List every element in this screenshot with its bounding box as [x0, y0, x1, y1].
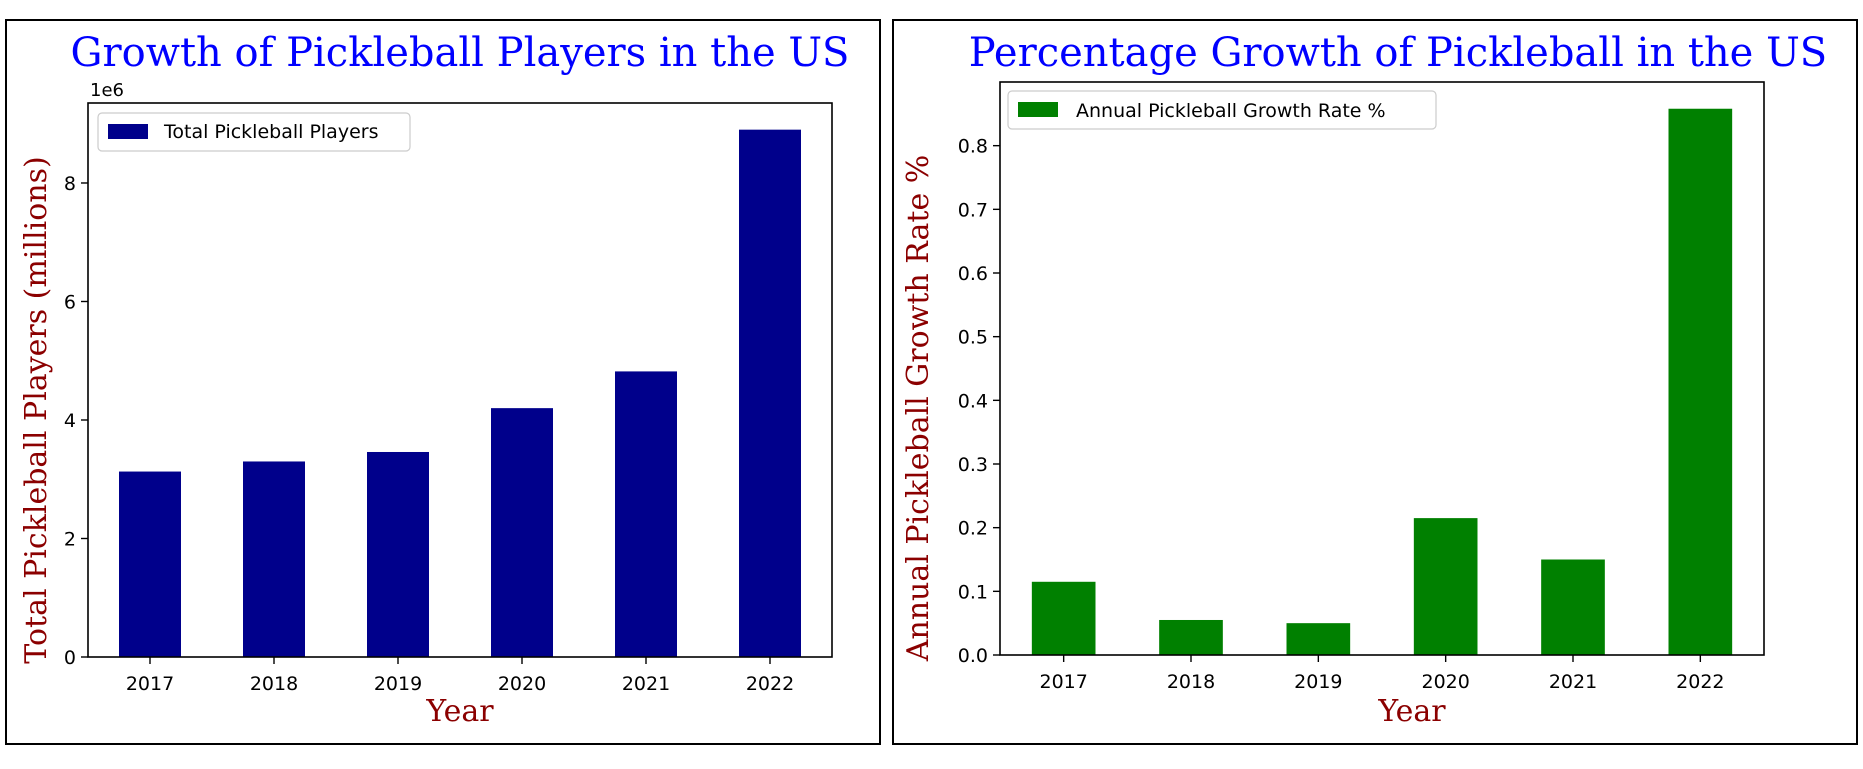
y-tick-label: 4 [64, 410, 76, 432]
x-ticks: 2017 2018 2019 2020 2021 2022 [126, 657, 794, 695]
x-tick-label: 2020 [1421, 671, 1469, 693]
bar-2022 [739, 129, 801, 658]
y-tick-label: 0.6 [958, 263, 988, 285]
y-tick-label: 0.5 [958, 327, 988, 349]
y-tick-label: 0.7 [958, 199, 988, 221]
x-tick-label: 2018 [1167, 671, 1215, 693]
y-tick-label: 0.8 [958, 136, 988, 158]
y-tick-label: 2 [64, 528, 76, 550]
x-tick-label: 2017 [126, 673, 174, 695]
y-tick-label: 8 [64, 173, 76, 195]
bar-2021 [615, 371, 677, 657]
y-tick-label: 0.3 [958, 454, 988, 476]
bar-2020 [491, 408, 553, 657]
bar-2022 [1668, 108, 1733, 656]
legend: Total Pickleball Players [97, 112, 411, 152]
bar-2017 [1031, 581, 1096, 655]
y-tick-label: 0 [64, 647, 76, 669]
bar-2020 [1413, 518, 1478, 655]
y-tick-label: 0.1 [958, 581, 988, 603]
legend-label: Total Pickleball Players [163, 121, 378, 143]
axes-frame [999, 81, 1765, 656]
x-tick-label: 2022 [1676, 671, 1724, 693]
bar-2019 [367, 451, 429, 657]
axes-frame [87, 102, 833, 658]
x-tick-label: 2017 [1039, 671, 1087, 693]
bar-2019 [1286, 623, 1351, 655]
y-axis-label: Annual Pickleball Growth Rate % [901, 155, 936, 663]
legend: Annual Pickleball Growth Rate % [1007, 90, 1437, 130]
chart-title: Growth of Pickleball Players in the US [71, 30, 850, 76]
x-axis-label: Year [1377, 694, 1446, 729]
y-tick-label: 0.4 [958, 390, 988, 412]
y-ticks: 0 2 4 6 8 [64, 173, 88, 669]
y-tick-label: 0.2 [958, 518, 988, 540]
panel-total-players: Growth of Pickleball Players in the US 1… [5, 19, 881, 745]
bars [1031, 108, 1733, 656]
bar-2018 [1159, 619, 1223, 655]
legend-swatch [1018, 102, 1058, 117]
bars [119, 129, 801, 658]
bar-2021 [1541, 559, 1605, 655]
y-tick-label: 6 [64, 291, 76, 313]
x-tick-label: 2019 [1294, 671, 1342, 693]
chart-title: Percentage Growth of Pickleball in the U… [969, 30, 1827, 76]
x-ticks: 2017 2018 2019 2020 2021 2022 [1039, 655, 1725, 693]
legend-swatch [108, 124, 148, 139]
x-tick-label: 2022 [746, 673, 794, 695]
y-ticks: 0.0 0.1 0.2 0.3 0.4 0.5 0.6 0.7 0.8 [958, 136, 1000, 667]
x-tick-label: 2019 [374, 673, 422, 695]
legend-box [97, 112, 411, 152]
x-tick-label: 2021 [1549, 671, 1597, 693]
x-tick-label: 2021 [622, 673, 670, 695]
legend-box [1007, 90, 1437, 130]
x-tick-label: 2018 [250, 673, 298, 695]
y-tick-label: 0.0 [958, 645, 988, 667]
y-axis-label: Total Pickleball Players (millions) [19, 156, 54, 663]
y-offset-label: 1e6 [90, 80, 124, 101]
bar-2018 [243, 461, 305, 657]
legend-label: Annual Pickleball Growth Rate % [1076, 100, 1386, 122]
x-axis-label: Year [425, 694, 494, 729]
x-tick-label: 2020 [498, 673, 546, 695]
bar-2017 [119, 471, 181, 657]
panel-growth-rate: Percentage Growth of Pickleball in the U… [892, 19, 1858, 745]
